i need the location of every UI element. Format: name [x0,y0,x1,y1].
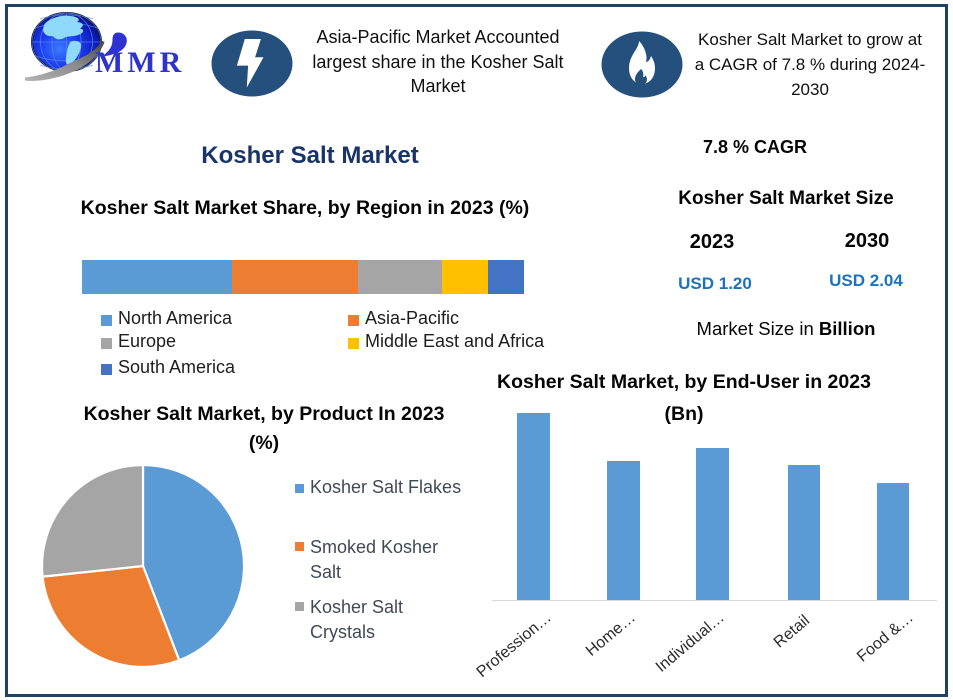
svg-text:MMR: MMR [95,46,185,79]
